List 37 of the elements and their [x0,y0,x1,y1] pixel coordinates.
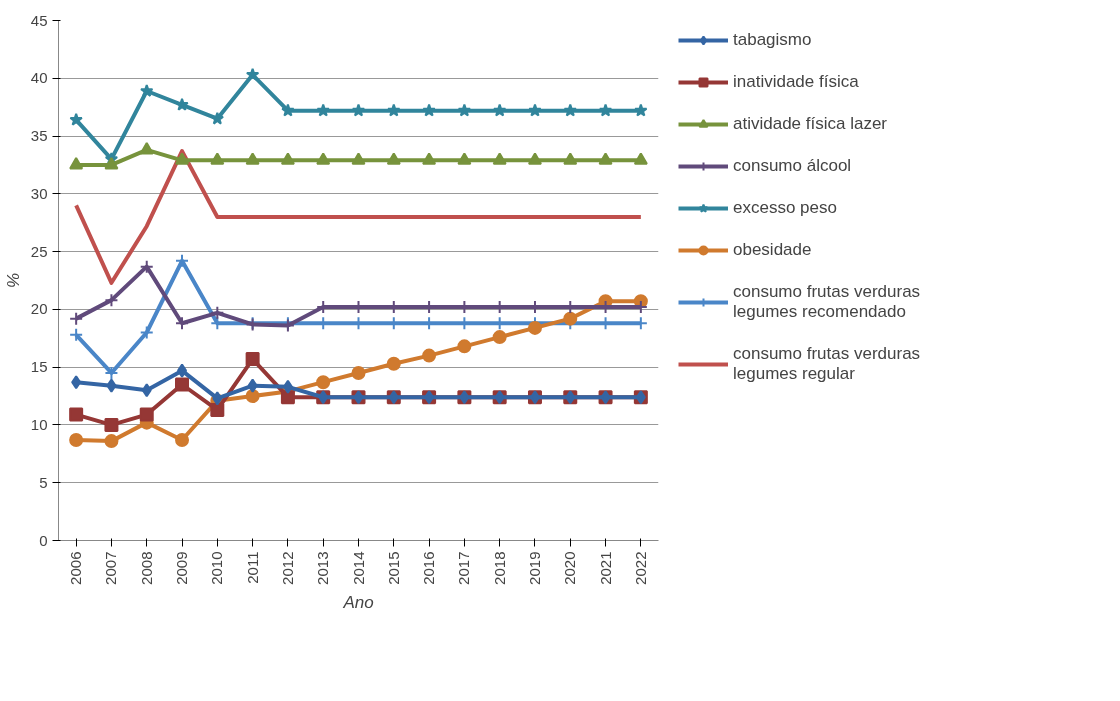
y-tick-label: 35 [30,127,48,145]
y-tick-label: 5 [39,473,48,491]
legend-label: consumo álcool [733,156,852,176]
x-tick-label: 2019 [525,551,543,585]
y-tick-label: 40 [30,69,48,87]
x-tick-label: 2017 [455,551,473,585]
legend-label: consumo frutas verduras legumes recomendado [733,282,921,322]
x-tick-label: 2011 [243,551,261,584]
y-tick-label: 45 [30,11,48,29]
legend-label: obesidade [733,240,812,260]
x-tick-label: 2013 [314,551,332,585]
legend-label: tabagismo [733,30,812,50]
x-tick-label: 2018 [490,551,508,585]
y-tick-label: 20 [30,300,48,318]
x-axis-title: Ano [342,592,374,612]
x-tick-label: 2009 [173,551,191,585]
legend-label: consumo frutas verduras legumes regular [733,344,921,384]
x-tick-label: 2006 [67,551,85,585]
x-tick-label: 2021 [596,551,614,585]
legend-label: excesso peso [733,198,837,218]
x-tick-label: 2016 [420,551,438,585]
y-tick-label: 25 [30,242,48,260]
x-tick-label: 2010 [208,551,226,585]
legend-label: atividade física lazer [733,114,888,134]
y-tick-label: 15 [30,358,48,376]
x-tick-label: 2020 [561,551,579,585]
x-tick-label: 2022 [631,551,649,585]
x-tick-label: 2014 [349,551,367,585]
y-axis-title: % [3,272,23,289]
y-tick-label: 0 [39,531,48,549]
x-tick-label: 2007 [102,551,120,585]
y-tick-label: 10 [30,415,48,433]
x-tick-label: 2015 [384,551,402,585]
legend-label: inatividade física [733,72,859,92]
x-tick-label: 2008 [137,551,155,585]
x-tick-label: 2012 [278,551,296,585]
y-tick-label: 30 [30,184,48,202]
